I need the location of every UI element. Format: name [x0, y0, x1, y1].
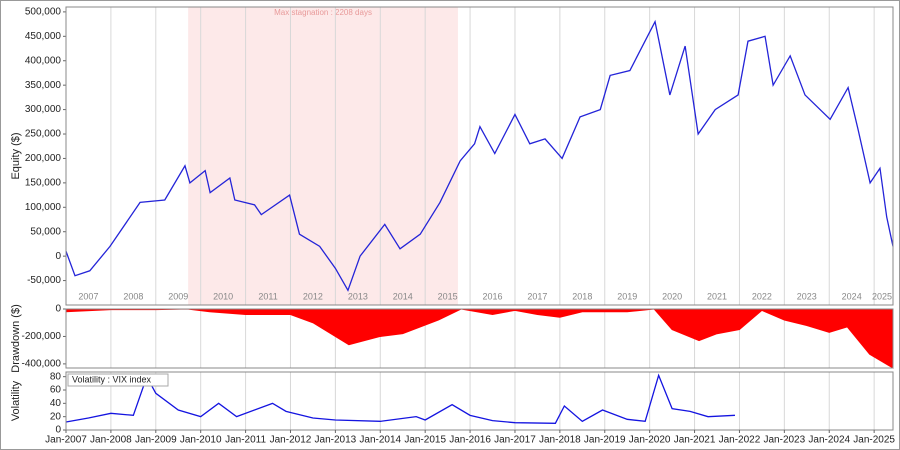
- y-tick-label: 350,000: [25, 80, 62, 91]
- y-tick-label: 500,000: [25, 7, 62, 18]
- y-tick-label: -400,000: [22, 359, 62, 370]
- period-label: 2016: [483, 291, 503, 301]
- x-tick-label: Jan-2024: [808, 435, 850, 446]
- y-tick-label: 80: [50, 371, 62, 382]
- plot-area: [66, 372, 893, 430]
- period-label: 2013: [348, 291, 368, 301]
- x-tick-label: Jan-2018: [539, 435, 581, 446]
- y-axis-label: Volatility: [10, 380, 22, 421]
- period-label: 2008: [123, 291, 143, 301]
- panel-frame: [65, 371, 894, 431]
- legend-label: Volatility : VIX index: [72, 374, 152, 384]
- period-label: 2012: [303, 291, 323, 301]
- y-tick-label: 150,000: [25, 178, 62, 189]
- period-label: 2015: [438, 291, 458, 301]
- x-tick-label: Jan-2013: [315, 435, 357, 446]
- x-tick-label: Jan-2017: [494, 435, 536, 446]
- series-line: [65, 19, 894, 292]
- x-tick-label: Jan-2010: [180, 435, 222, 446]
- y-tick-label: -200,000: [22, 331, 62, 342]
- period-label: 2014: [393, 291, 413, 301]
- y-tick-label: 20: [50, 411, 62, 422]
- y-tick-label: 0: [55, 304, 61, 315]
- drawdown-area: [65, 308, 894, 369]
- y-tick-label: 0: [55, 425, 61, 436]
- x-tick-label: Jan-2008: [90, 435, 132, 446]
- panel-frame: [65, 6, 894, 306]
- period-label: 2018: [572, 291, 592, 301]
- period-label: 2019: [617, 291, 637, 301]
- y-tick-label: 450,000: [25, 31, 62, 42]
- period-label: 2021: [707, 291, 727, 301]
- y-tick-label: 40: [50, 398, 62, 409]
- x-tick-label: Jan-2021: [674, 435, 716, 446]
- x-tick-label: Jan-2015: [404, 435, 446, 446]
- y-tick-label: 250,000: [25, 129, 62, 140]
- x-tick-label: Jan-2022: [719, 435, 761, 446]
- period-label: 2022: [752, 291, 772, 301]
- period-label: 2007: [78, 291, 98, 301]
- y-tick-label: 300,000: [25, 104, 62, 115]
- y-tick-label: 0: [55, 251, 61, 262]
- plot-area: [66, 309, 893, 368]
- period-label: 2010: [213, 291, 233, 301]
- series-line: [65, 373, 735, 424]
- y-tick-label: 100,000: [25, 202, 62, 213]
- period-label: 2023: [797, 291, 817, 301]
- y-axis-label: Equity ($): [10, 132, 22, 179]
- y-tick-label: 50,000: [30, 226, 61, 237]
- y-tick-label: 60: [50, 385, 62, 396]
- y-tick-label: -50,000: [27, 275, 61, 286]
- x-tick-label: Jan-2023: [763, 435, 805, 446]
- x-tick-label: Jan-2019: [584, 435, 626, 446]
- period-label: 2025: [872, 291, 892, 301]
- x-tick-label: Jan-2014: [359, 435, 401, 446]
- x-tick-label: Jan-2012: [270, 435, 312, 446]
- y-tick-label: 400,000: [25, 55, 62, 66]
- x-tick-label: Jan-2016: [449, 435, 491, 446]
- period-label: 2017: [527, 291, 547, 301]
- period-label: 2009: [168, 291, 188, 301]
- y-axis-label: Drawdown ($): [10, 304, 22, 372]
- stagnation-region: [188, 7, 458, 305]
- x-tick-label: Jan-2007: [45, 435, 87, 446]
- x-tick-label: Jan-2011: [225, 435, 266, 446]
- y-tick-label: 200,000: [25, 153, 62, 164]
- x-tick-label: Jan-2020: [629, 435, 671, 446]
- x-tick-label: Jan-2025: [853, 435, 895, 446]
- stagnation-label: Max stagnation : 2208 days: [274, 8, 372, 17]
- legend-box: [67, 373, 169, 387]
- period-label: 2024: [842, 291, 862, 301]
- panel-frame: [65, 308, 894, 369]
- period-label: 2011: [258, 291, 277, 301]
- period-label: 2020: [662, 291, 682, 301]
- x-tick-label: Jan-2009: [135, 435, 177, 446]
